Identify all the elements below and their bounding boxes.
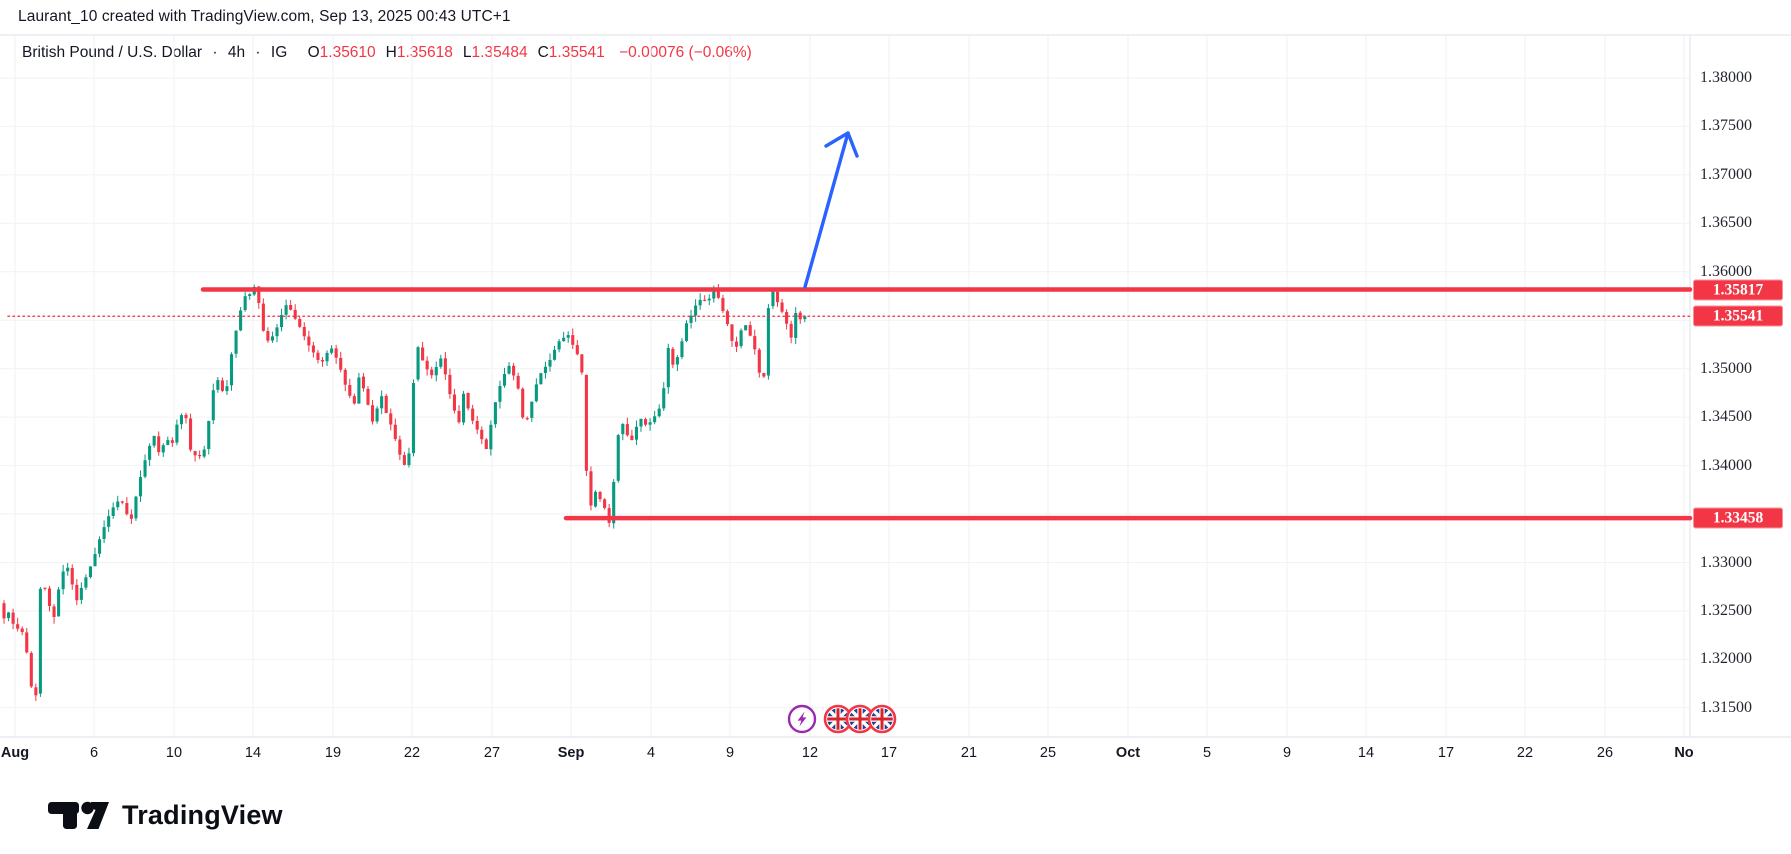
tradingview-logo-icon xyxy=(48,801,109,829)
ohlc-item: O1.35610 xyxy=(307,44,376,61)
price-level-badge: 1.33458 xyxy=(1693,507,1783,529)
time-tick-label: 4 xyxy=(646,745,656,761)
time-tick-label: 5 xyxy=(1202,745,1212,761)
symbol-title[interactable]: British Pound / U.S. Dollar xyxy=(22,44,203,61)
timeframe-label[interactable]: 4h xyxy=(227,44,246,61)
price-tick-label: 1.31500 xyxy=(1700,698,1752,716)
watermark-text: Laurant_10 created with TradingView.com,… xyxy=(18,8,511,25)
exchange-label: IG xyxy=(270,44,288,61)
time-tick-label: 22 xyxy=(1516,745,1534,761)
time-tick-label: 9 xyxy=(1282,745,1292,761)
time-tick-label: Oct xyxy=(1115,745,1141,761)
time-tick-label: 26 xyxy=(1596,745,1614,761)
event-icon-uk-flag[interactable] xyxy=(845,704,875,734)
time-tick-label: 17 xyxy=(1437,745,1455,761)
price-tick-label: 1.32500 xyxy=(1700,601,1752,619)
time-tick-label: 14 xyxy=(1357,745,1375,761)
price-tick-label: 1.34000 xyxy=(1700,456,1752,474)
ohlc-item: H1.35618 xyxy=(385,44,453,61)
time-tick-label: 22 xyxy=(403,745,421,761)
price-tick-label: 1.35000 xyxy=(1700,359,1752,377)
time-tick-label: 17 xyxy=(880,745,898,761)
time-tick-label: 27 xyxy=(483,745,501,761)
tradingview-logo[interactable]: TradingView xyxy=(46,796,283,834)
tradingview-logo-text: TradingView xyxy=(122,799,283,830)
event-icon-lightning[interactable] xyxy=(787,704,817,734)
time-tick-label: No xyxy=(1674,745,1694,761)
time-tick-label: 10 xyxy=(165,745,183,761)
symbol-legend[interactable]: British Pound / U.S. Dollar · 4h · IG O1… xyxy=(22,44,752,62)
ohlc-item: L1.35484 xyxy=(462,44,528,61)
legend-separator: · xyxy=(212,44,218,61)
time-tick-label: 6 xyxy=(89,745,99,761)
time-tick-label: Aug xyxy=(0,745,30,761)
price-tick-label: 1.34500 xyxy=(1700,408,1752,426)
time-tick-label: 9 xyxy=(725,745,735,761)
event-icon-uk-flag[interactable] xyxy=(823,704,853,734)
time-tick-label: 12 xyxy=(801,745,819,761)
grid-lines xyxy=(0,35,1690,737)
event-icon-uk-flag[interactable] xyxy=(867,704,897,734)
price-tick-label: 1.36500 xyxy=(1700,214,1752,232)
time-tick-label: Sep xyxy=(557,745,585,761)
pane-borders xyxy=(0,34,1791,738)
price-tick-label: 1.36000 xyxy=(1700,262,1752,280)
candlestick-series[interactable] xyxy=(2,284,807,701)
price-level-badge: 1.35541 xyxy=(1693,305,1783,327)
trend-arrow[interactable] xyxy=(803,131,859,289)
time-tick-label: 14 xyxy=(244,745,262,761)
ohlc-values: O1.35610 H1.35618 L1.35484 C1.35541 xyxy=(298,44,605,61)
price-level-badge: 1.35817 xyxy=(1693,279,1783,300)
legend-separator: · xyxy=(255,44,261,61)
change-value: −0.00076 (−0.06%) xyxy=(619,44,752,61)
time-tick-label: 25 xyxy=(1039,745,1057,761)
price-tick-label: 1.37000 xyxy=(1700,165,1752,183)
ohlc-item: C1.35541 xyxy=(537,44,605,61)
time-tick-label: 19 xyxy=(324,745,342,761)
time-tick-label: 21 xyxy=(960,745,978,761)
price-tick-label: 1.38000 xyxy=(1700,69,1752,86)
price-tick-label: 1.33000 xyxy=(1700,553,1752,571)
price-tick-label: 1.37500 xyxy=(1700,117,1752,135)
price-tick-label: 1.32000 xyxy=(1700,650,1752,668)
